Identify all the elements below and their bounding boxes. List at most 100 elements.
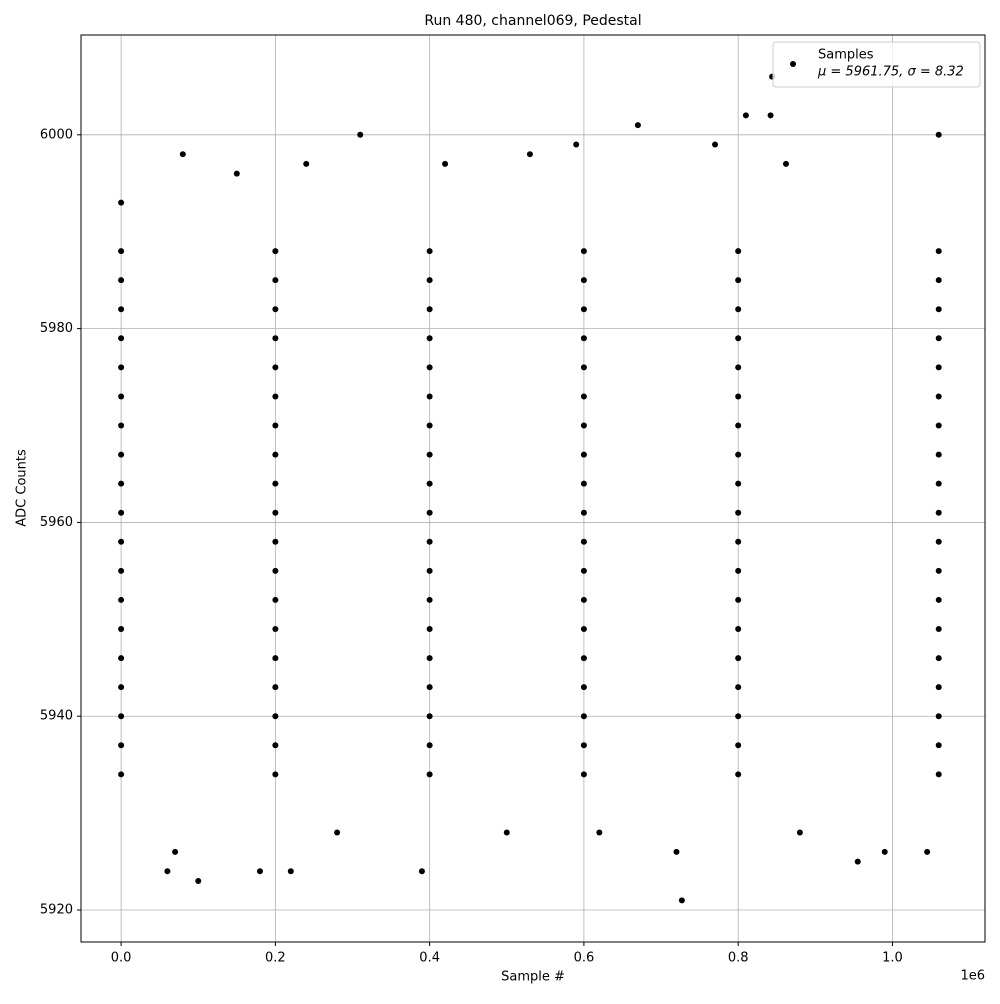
sample-point: [580, 393, 587, 400]
sample-point: [118, 713, 125, 720]
sample-point: [580, 567, 587, 574]
x-tick-label: 0.0: [111, 951, 132, 966]
sample-point: [596, 829, 603, 836]
sample-point: [426, 655, 433, 662]
sample-point: [580, 335, 587, 342]
sample-point: [673, 848, 680, 855]
sample-point: [735, 393, 742, 400]
sample-point: [935, 480, 942, 487]
sample-point: [735, 626, 742, 633]
x-offset-label: 1e6: [960, 969, 985, 984]
x-tick-label: 0.4: [419, 951, 440, 966]
sample-point: [118, 626, 125, 633]
sample-point: [272, 713, 279, 720]
sample-point: [580, 771, 587, 778]
sample-point: [782, 160, 789, 167]
sample-point: [118, 451, 125, 458]
sample-point: [735, 364, 742, 371]
sample-point: [426, 509, 433, 516]
x-axis-label: Sample #: [501, 970, 565, 985]
sample-point: [426, 742, 433, 749]
sample-point: [426, 306, 433, 313]
sample-point: [426, 538, 433, 545]
sample-point: [580, 277, 587, 284]
sample-point: [935, 277, 942, 284]
sample-point: [118, 335, 125, 342]
sample-point: [272, 567, 279, 574]
sample-point: [767, 112, 774, 119]
sample-point: [580, 626, 587, 633]
sample-point: [935, 626, 942, 633]
sample-point: [735, 655, 742, 662]
sample-point: [580, 538, 587, 545]
sample-point: [580, 509, 587, 516]
sample-point: [118, 509, 125, 516]
sample-point: [442, 160, 449, 167]
sample-point: [935, 771, 942, 778]
sample-point: [735, 277, 742, 284]
x-tick-label: 1.0: [882, 951, 903, 966]
x-tick-label: 0.2: [265, 951, 286, 966]
sample-point: [118, 742, 125, 749]
sample-point: [418, 868, 425, 875]
sample-point: [935, 131, 942, 138]
sample-point: [118, 277, 125, 284]
y-tick-label: 5960: [40, 515, 73, 530]
sample-point: [580, 684, 587, 691]
chart-title: Run 480, channel069, Pedestal: [424, 13, 641, 29]
sample-point: [796, 829, 803, 836]
sample-point: [426, 480, 433, 487]
sample-point: [118, 567, 125, 574]
sample-point: [272, 422, 279, 429]
sample-point: [580, 480, 587, 487]
legend-box: [772, 41, 981, 88]
sample-point: [742, 112, 749, 119]
sample-point: [935, 567, 942, 574]
sample-point: [426, 277, 433, 284]
sample-point: [172, 848, 179, 855]
y-axis-label: ADC Counts: [15, 449, 30, 527]
sample-point: [426, 771, 433, 778]
sample-point: [580, 451, 587, 458]
sample-point: [935, 684, 942, 691]
sample-point: [272, 771, 279, 778]
sample-point: [303, 160, 310, 167]
x-tick-label: 0.8: [728, 951, 749, 966]
sample-point: [935, 364, 942, 371]
sample-point: [935, 596, 942, 603]
y-tick-label: 5980: [40, 321, 73, 336]
sample-point: [935, 509, 942, 516]
sample-point: [735, 335, 742, 342]
sample-point: [272, 509, 279, 516]
y-tick-label: 5920: [40, 903, 73, 918]
sample-point: [735, 771, 742, 778]
sample-point: [118, 480, 125, 487]
sample-point: [935, 713, 942, 720]
sample-point: [735, 567, 742, 574]
sample-point: [935, 538, 942, 545]
sample-point: [580, 742, 587, 749]
sample-point: [118, 771, 125, 778]
sample-point: [935, 393, 942, 400]
sample-point: [118, 422, 125, 429]
sample-point: [272, 684, 279, 691]
sample-point: [426, 567, 433, 574]
sample-point: [735, 742, 742, 749]
sample-point: [426, 626, 433, 633]
sample-point: [426, 451, 433, 458]
sample-point: [287, 868, 294, 875]
sample-point: [580, 422, 587, 429]
sample-point: [735, 684, 742, 691]
sample-point: [735, 509, 742, 516]
sample-point: [272, 335, 279, 342]
sample-point: [580, 655, 587, 662]
sample-point: [503, 829, 510, 836]
legend-label: Samples: [818, 48, 874, 63]
sample-point: [272, 480, 279, 487]
sample-point: [272, 596, 279, 603]
sample-point: [735, 480, 742, 487]
sample-point: [712, 141, 719, 148]
sample-point: [164, 868, 171, 875]
sample-point: [118, 364, 125, 371]
